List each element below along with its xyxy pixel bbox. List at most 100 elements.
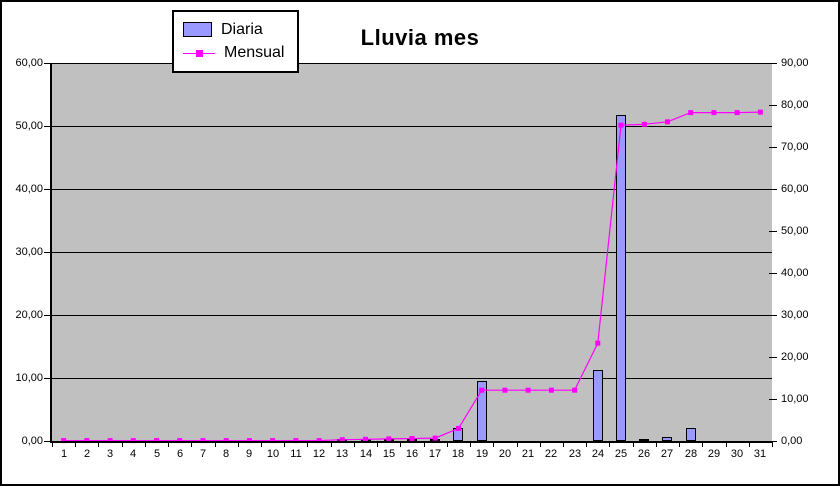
right-axis-tick — [769, 399, 777, 400]
day-label: 14 — [359, 448, 373, 460]
x-axis-tick — [493, 443, 494, 447]
left-axis-label: 0,00 — [21, 435, 43, 447]
left-axis-label: 50,00 — [15, 120, 43, 132]
x-axis-tick — [633, 443, 634, 447]
day-label: 23 — [568, 448, 582, 460]
x-axis-tick — [238, 443, 239, 447]
left-axis-tick — [44, 252, 51, 253]
mensual-line-series — [61, 109, 763, 444]
right-axis-tick — [769, 357, 777, 358]
gridline — [52, 63, 772, 64]
right-axis-tick — [769, 441, 777, 442]
x-axis-tick — [191, 443, 192, 447]
mensual-marker-day-17 — [432, 435, 438, 441]
mensual-marker-day-25 — [618, 122, 624, 128]
mensual-marker-day-22 — [548, 387, 554, 393]
day-label: 15 — [382, 448, 396, 460]
mensual-marker-day-8 — [223, 438, 229, 444]
day-label: 24 — [591, 448, 605, 460]
x-axis-tick — [586, 443, 587, 447]
mensual-marker-day-9 — [246, 438, 252, 444]
left-axis-tick — [44, 189, 51, 190]
mensual-marker-day-30 — [734, 110, 740, 116]
mensual-marker-day-16 — [409, 436, 415, 441]
day-label: 26 — [637, 448, 651, 460]
mensual-marker-day-1 — [61, 438, 67, 444]
gridline — [52, 315, 772, 316]
day-label: 4 — [129, 448, 137, 460]
bar-day-24 — [593, 370, 603, 441]
right-axis-tick — [769, 189, 777, 190]
x-axis-tick — [470, 443, 471, 447]
x-axis-tick — [354, 443, 355, 447]
right-axis-label: 30,00 — [781, 309, 809, 321]
legend-label-mensual: Mensual — [224, 44, 285, 62]
bar-day-28 — [686, 428, 696, 441]
x-axis-tick — [656, 443, 657, 447]
right-axis-label: 50,00 — [781, 225, 809, 237]
mensual-marker-day-20 — [502, 387, 508, 393]
mensual-marker-day-29 — [711, 110, 717, 116]
day-label: 18 — [451, 448, 465, 460]
day-label: 21 — [521, 448, 535, 460]
mensual-marker-day-4 — [130, 438, 136, 444]
x-axis-tick — [702, 443, 703, 447]
x-axis-tick — [447, 443, 448, 447]
day-label: 28 — [684, 448, 698, 460]
x-axis-tick — [377, 443, 378, 447]
x-axis-tick — [749, 443, 750, 447]
mensual-line — [63, 111, 761, 442]
gridline — [52, 189, 772, 190]
day-label: 16 — [405, 448, 419, 460]
left-axis-tick — [44, 126, 51, 127]
x-axis-tick — [215, 443, 216, 447]
bar-day-25 — [616, 115, 626, 441]
x-axis-tick — [261, 443, 262, 447]
right-axis-label: 20,00 — [781, 351, 809, 363]
x-axis-tick — [52, 443, 53, 447]
day-label: 19 — [475, 448, 489, 460]
x-axis-tick — [331, 443, 332, 447]
x-axis-tick — [400, 443, 401, 447]
x-axis-tick — [284, 443, 285, 447]
legend-item-mensual: Mensual — [183, 45, 295, 61]
mensual-marker-day-31 — [757, 109, 763, 115]
legend-item-diaria: Diaria — [183, 21, 295, 38]
day-label: 7 — [199, 448, 207, 460]
mensual-marker-day-12 — [316, 438, 322, 444]
day-label: 1 — [60, 448, 68, 460]
day-label: 12 — [312, 448, 326, 460]
y-axis-line — [50, 63, 52, 443]
mensual-marker-day-24 — [595, 340, 601, 346]
day-label: 2 — [83, 448, 91, 460]
day-label: 27 — [660, 448, 674, 460]
left-axis-label: 20,00 — [15, 309, 43, 321]
day-label: 31 — [753, 448, 767, 460]
day-label: 20 — [498, 448, 512, 460]
right-axis-label: 0,00 — [781, 435, 803, 447]
day-label: 29 — [707, 448, 721, 460]
day-label: 17 — [428, 448, 442, 460]
bar-day-26 — [639, 439, 649, 441]
diaria-bar-swatch-icon — [183, 22, 212, 38]
right-axis-tick — [769, 315, 777, 316]
left-axis-label: 10,00 — [15, 372, 43, 384]
x-axis-tick — [726, 443, 727, 447]
x-axis-line — [50, 441, 773, 443]
mensual-marker-day-11 — [293, 438, 299, 444]
mensual-line-marker-icon — [183, 47, 215, 60]
mensual-marker-day-13 — [339, 437, 345, 443]
right-axis-label: 90,00 — [781, 57, 809, 69]
mensual-marker-day-18 — [456, 425, 461, 431]
mensual-marker-day-23 — [572, 387, 578, 393]
mensual-marker-day-5 — [154, 438, 159, 444]
day-label: 5 — [153, 448, 161, 460]
x-axis-tick — [679, 443, 680, 447]
x-axis-tick — [563, 443, 564, 447]
x-axis-tick — [168, 443, 169, 447]
legend: Diaria Mensual — [172, 10, 299, 73]
day-label: 11 — [290, 448, 302, 460]
